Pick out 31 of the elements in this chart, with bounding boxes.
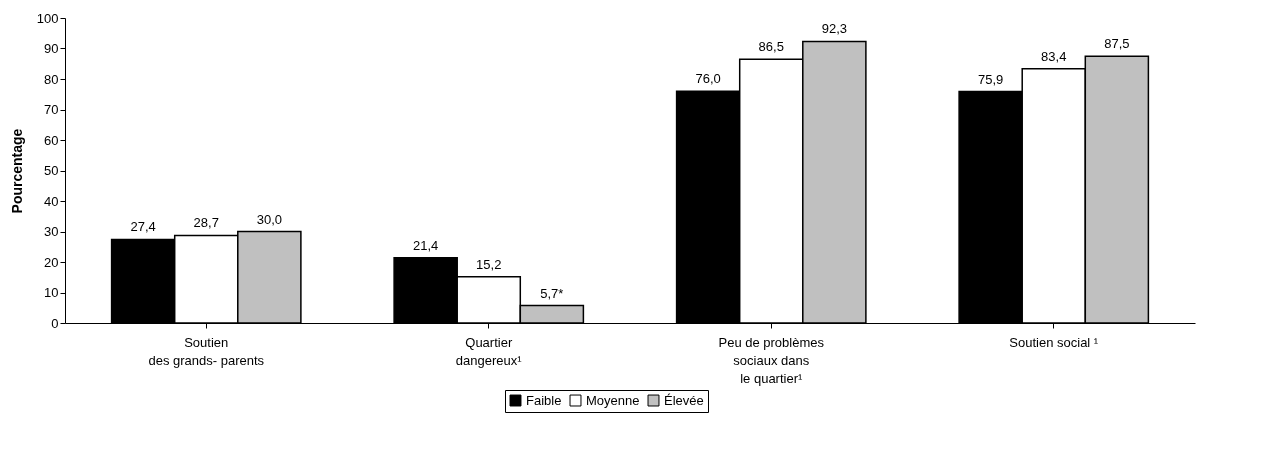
legend-label: Élevée <box>664 392 704 408</box>
data-label: 27,4 <box>130 219 156 235</box>
data-label: 28,7 <box>193 215 219 231</box>
data-label: 5,7* <box>540 285 564 301</box>
y-tick-label: 100 <box>36 10 59 26</box>
x-tick-label: Soutien social ¹ <box>1009 334 1099 350</box>
legend-label: Moyenne <box>586 392 640 408</box>
data-label: 15,2 <box>476 256 502 272</box>
y-tick-label: 40 <box>44 193 59 209</box>
y-tick-label: 70 <box>44 102 59 117</box>
y-tick-label: 30 <box>44 224 59 239</box>
y-tick-label: 20 <box>44 254 59 270</box>
y-tick-label: 0 <box>51 315 59 331</box>
y-tick-label: 90 <box>44 41 59 56</box>
data-label: 21,4 <box>413 237 439 253</box>
data-label: 86,5 <box>758 39 784 55</box>
data-label: 75,9 <box>978 71 1004 87</box>
data-label: 83,4 <box>1041 48 1067 64</box>
y-tick-label: 10 <box>44 285 59 300</box>
data-label: 87,5 <box>1104 36 1130 52</box>
x-tick-label: Quartier dangereux¹ <box>455 334 523 368</box>
x-tick-label: Peu de problèmes sociaux dans le quartier¹ <box>718 334 825 386</box>
data-label: 92,3 <box>821 21 847 37</box>
x-tick-label: Soutien des grands- parents <box>148 334 265 368</box>
y-axis-title: Pourcentage <box>8 128 25 214</box>
y-tick-label: 50 <box>44 163 59 178</box>
legend-label: Faible <box>526 392 562 408</box>
data-label: 30,0 <box>256 211 282 227</box>
y-tick-label: 60 <box>44 132 59 148</box>
y-tick-label: 80 <box>44 71 59 87</box>
data-label: 76,0 <box>695 71 721 87</box>
